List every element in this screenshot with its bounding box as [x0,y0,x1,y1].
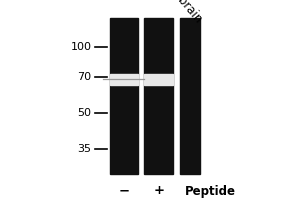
Bar [180,18,200,174]
Bar [110,74,138,85]
Text: 35: 35 [77,144,92,154]
Text: +: + [154,184,165,198]
Bar [144,18,172,174]
Text: Peptide: Peptide [184,184,236,198]
Text: rat brain: rat brain [162,0,205,26]
Bar [144,74,172,85]
Text: 50: 50 [77,108,92,118]
Text: 100: 100 [70,42,92,52]
Text: 70: 70 [77,72,92,82]
Bar [110,18,138,174]
Text: −: − [119,184,130,198]
